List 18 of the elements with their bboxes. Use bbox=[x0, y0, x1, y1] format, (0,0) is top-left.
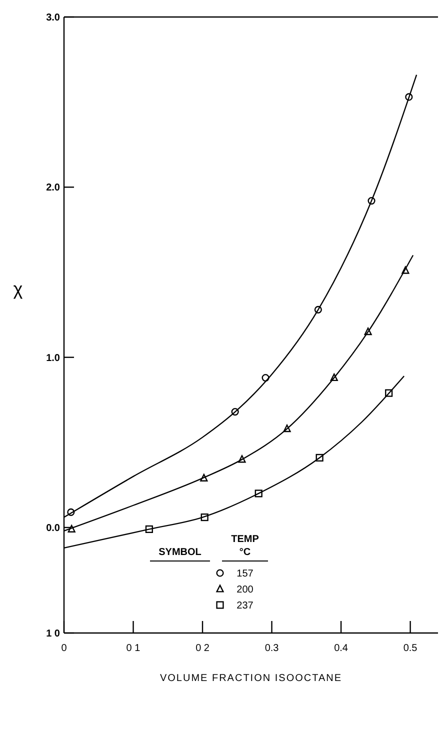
x-tick-label: 0.4 bbox=[334, 643, 348, 654]
x-tick-label: 0 bbox=[61, 643, 68, 654]
y-tick-label: 0.0 bbox=[46, 522, 60, 534]
y-tick-label: 1 0 bbox=[46, 628, 60, 640]
x-tick-label: 0.5 bbox=[403, 643, 418, 654]
x-tick-label: 0 1 bbox=[126, 643, 141, 654]
legend-title: TEMP °C bbox=[231, 534, 260, 558]
x-tick-label: 0.3 bbox=[264, 643, 280, 654]
y-axis-title: χ bbox=[13, 279, 24, 299]
x-tick-label: 0 2 bbox=[196, 643, 210, 654]
legend-label: 200 bbox=[236, 584, 254, 596]
annotation: SYMBOL bbox=[158, 547, 202, 558]
y-tick-label: 2.0 bbox=[46, 182, 60, 194]
y-tick-label: 3.0 bbox=[46, 12, 60, 24]
x-axis-title: VOLUME FRACTION ISOOCTANE bbox=[160, 673, 342, 684]
y-tick-label: 1.0 bbox=[46, 352, 60, 364]
legend-label: 157 bbox=[236, 568, 254, 580]
legend-label: 237 bbox=[236, 600, 254, 612]
